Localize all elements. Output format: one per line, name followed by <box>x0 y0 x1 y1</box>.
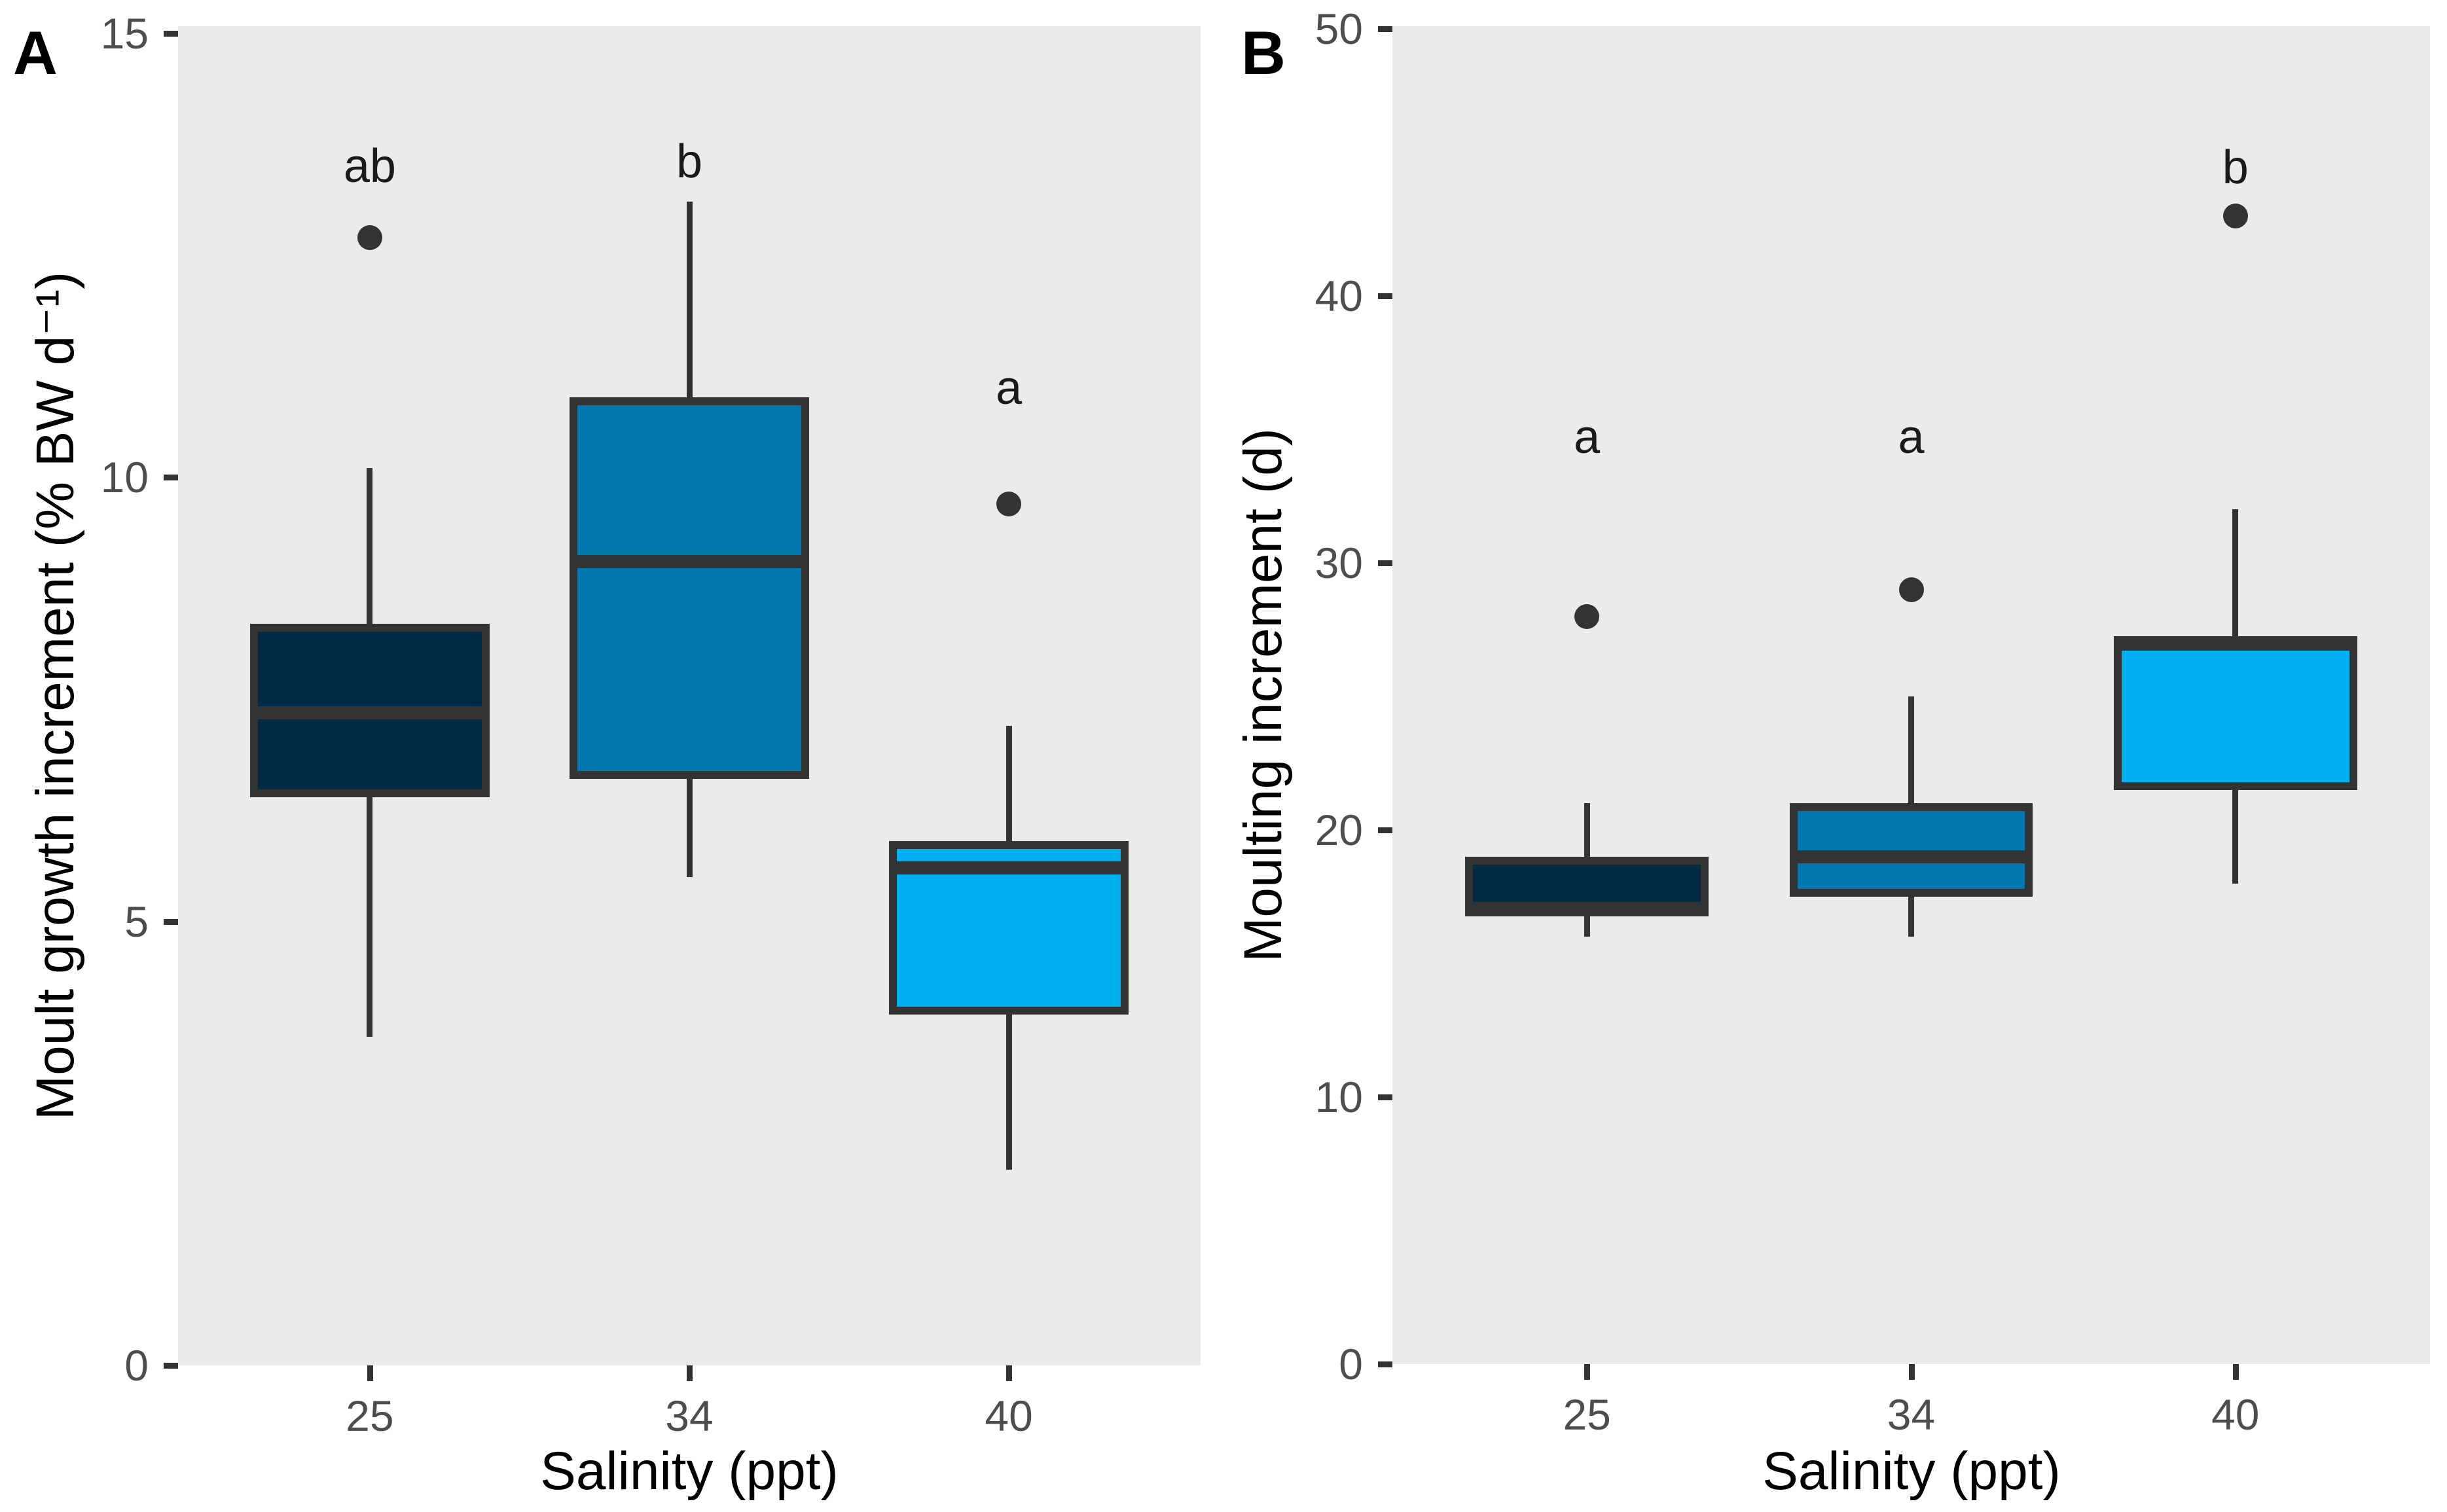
panel-b-y-axis-title: Moulting increment (d) <box>1233 428 1293 962</box>
box-whisker-lower <box>2232 789 2239 884</box>
box-whisker-upper <box>1006 725 1012 842</box>
y-tick-mark <box>164 475 178 480</box>
median-line <box>889 861 1129 875</box>
panel-a-y-axis-title: Moult growth increment (% BW d⁻¹) <box>26 271 85 1121</box>
y-tick-mark <box>1378 293 1392 299</box>
x-tick-label: 40 <box>985 1392 1033 1440</box>
box-rect <box>569 397 810 780</box>
outlier-point <box>996 491 1022 516</box>
significance-letter: a <box>1898 411 1925 464</box>
panel-b-letter: B <box>1241 18 1286 87</box>
box-whisker-upper <box>367 468 373 624</box>
median-line <box>1465 903 1709 917</box>
y-tick-mark <box>1378 1094 1392 1100</box>
y-tick-label: 40 <box>1314 272 1363 320</box>
median-line <box>1789 850 2033 863</box>
x-tick-mark <box>1006 1365 1013 1381</box>
y-tick-label: 30 <box>1314 539 1363 587</box>
y-tick-mark <box>1378 26 1392 32</box>
box-whisker-lower <box>1006 1014 1012 1170</box>
y-tick-mark <box>1378 560 1392 566</box>
significance-letter: b <box>676 135 703 189</box>
x-tick-label: 34 <box>665 1392 714 1440</box>
box-rect <box>1789 803 2033 897</box>
x-tick-label: 25 <box>346 1392 394 1440</box>
box-whisker-upper <box>1908 696 1914 804</box>
x-tick-mark <box>1584 1364 1591 1380</box>
x-tick-mark <box>687 1365 693 1381</box>
y-tick-mark <box>1378 1361 1392 1367</box>
y-tick-label: 20 <box>1314 806 1363 854</box>
outlier-point <box>1574 603 1600 629</box>
box-rect <box>2114 643 2357 790</box>
outlier-point <box>2222 203 2248 228</box>
y-tick-mark <box>164 918 178 925</box>
box-whisker-lower <box>367 797 373 1037</box>
box-whisker-upper <box>686 202 693 397</box>
y-tick-label: 0 <box>124 1341 149 1390</box>
y-tick-label: 10 <box>100 453 149 501</box>
significance-letter: a <box>1574 411 1601 464</box>
box-rect <box>1465 856 1709 910</box>
box-whisker-upper <box>1584 803 1590 857</box>
panel-b-x-axis-title: Salinity (ppt) <box>1762 1441 2061 1501</box>
x-tick-mark <box>1908 1364 1915 1380</box>
y-tick-label: 50 <box>1314 5 1363 53</box>
median-line <box>569 554 810 568</box>
box-whisker-lower <box>1584 910 1590 937</box>
y-tick-mark <box>164 30 178 37</box>
outlier-point <box>357 225 382 250</box>
y-tick-label: 10 <box>1314 1073 1363 1121</box>
significance-letter: a <box>996 362 1023 415</box>
y-tick-label: 15 <box>100 9 149 58</box>
box-whisker-upper <box>2232 509 2239 643</box>
panel-a-x-axis-title: Salinity (ppt) <box>540 1441 839 1501</box>
y-tick-label: 5 <box>124 897 149 946</box>
x-tick-mark <box>367 1365 373 1381</box>
x-tick-label: 25 <box>1563 1390 1611 1439</box>
y-tick-label: 0 <box>1339 1340 1363 1388</box>
median-line <box>2114 636 2357 650</box>
significance-letter: ab <box>343 140 396 193</box>
x-tick-mark <box>2232 1364 2239 1380</box>
x-tick-label: 34 <box>1887 1390 1936 1439</box>
median-line <box>249 706 490 719</box>
significance-letter: b <box>2222 141 2249 194</box>
y-tick-mark <box>1378 827 1392 833</box>
panel-a-letter: A <box>13 18 58 87</box>
x-tick-label: 40 <box>2211 1390 2260 1439</box>
outlier-point <box>1898 577 1924 602</box>
y-tick-mark <box>164 1363 178 1369</box>
box-whisker-lower <box>686 779 693 877</box>
box-whisker-lower <box>1908 897 1914 937</box>
